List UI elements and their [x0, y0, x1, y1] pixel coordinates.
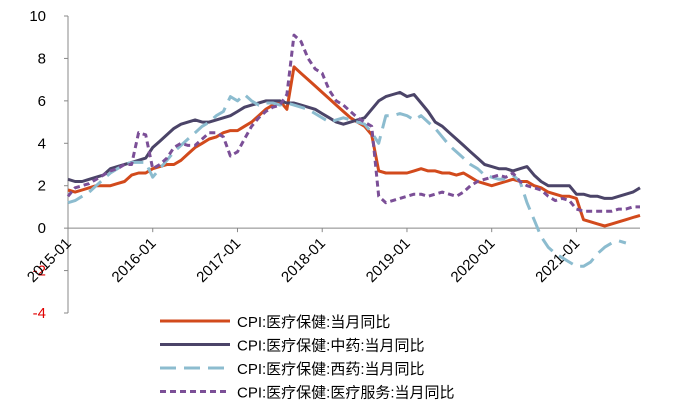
y-tick-label: 10 [29, 8, 46, 25]
y-tick-label: 0 [38, 220, 46, 237]
x-tick-label: 2015-01 [24, 235, 75, 286]
x-tick-label: 2016-01 [109, 235, 160, 286]
series-line [67, 93, 627, 268]
y-tick-label: 8 [38, 50, 46, 67]
y-tick-label: -4 [33, 305, 46, 322]
series-line [66, 33, 640, 213]
x-tick-label: 2018-01 [278, 235, 329, 286]
x-tick-label: 2017-01 [193, 235, 244, 286]
y-tick-label: 4 [38, 135, 46, 152]
y-tick-label: -2 [33, 263, 46, 280]
legend-label: CPI:医疗保健:医疗服务:当月同比 [237, 385, 455, 402]
x-tick-label: 2021-01 [532, 235, 583, 286]
legend-label: CPI:医疗保健:中药:当月同比 [237, 338, 425, 355]
x-tick-label: 2019-01 [363, 235, 414, 286]
y-tick-label: 6 [38, 93, 46, 110]
y-tick-label: 2 [38, 178, 46, 195]
legend-label: CPI:医疗保健:当月同比 [237, 314, 390, 331]
x-tick-label: 2020-01 [448, 235, 499, 286]
legend-label: CPI:医疗保健:西药:当月同比 [237, 361, 425, 378]
series-line [67, 90, 641, 200]
